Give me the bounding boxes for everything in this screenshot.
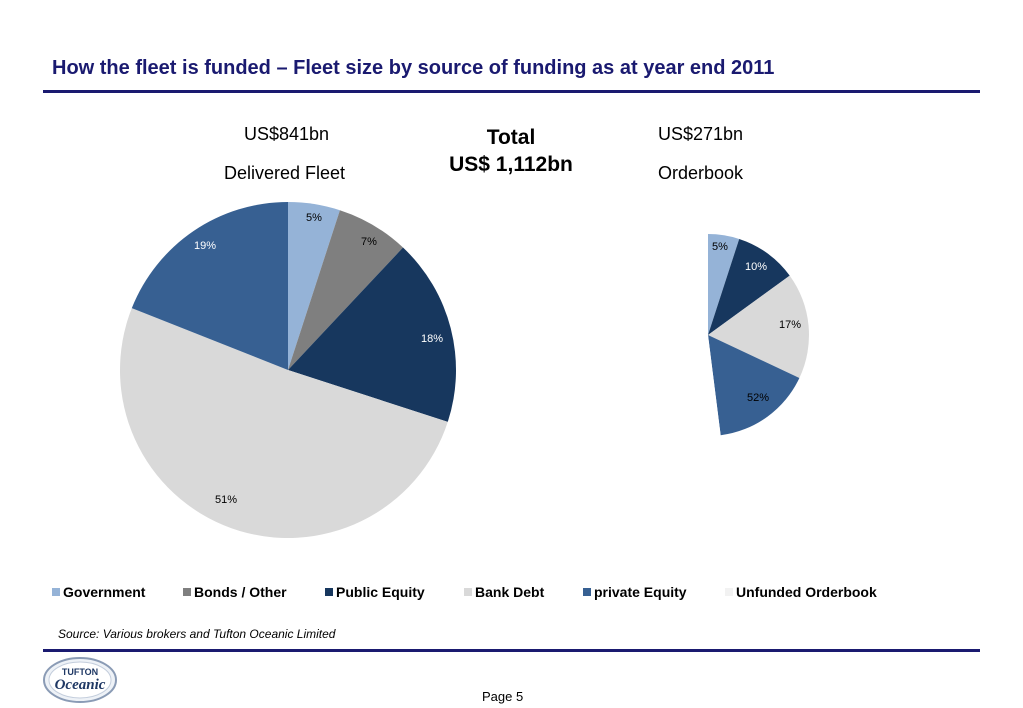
pie-slice-private-equity — [131, 202, 288, 370]
data-label: 51% — [215, 494, 237, 506]
total-label: Total — [486, 126, 536, 149]
delivered-value: US$841bn — [244, 124, 330, 144]
data-label: 19% — [194, 240, 216, 252]
pie-slice-unfunded-orderbook — [606, 234, 721, 437]
data-label: 16% — [618, 340, 640, 352]
source-note: Source: Various brokers and Tufton Ocean… — [58, 627, 336, 641]
pie-slice-private-equity — [708, 335, 800, 436]
header-divider — [43, 90, 980, 93]
chart-legend: Government Bonds / Other Public Equity B… — [52, 584, 932, 602]
total-heading: Total US$ 1,112bn — [431, 124, 591, 178]
pie-charts: 5% 7% 18% 51% 19% 5% 10% 17% 16% 52% — [120, 202, 809, 538]
legend-item-government: Government — [52, 584, 145, 600]
legend-swatch — [583, 588, 591, 596]
legend-item-bonds-other: Bonds / Other — [183, 584, 287, 600]
data-label: 18% — [421, 333, 443, 345]
legend-label: Unfunded Orderbook — [736, 584, 877, 600]
orderbook-label: Orderbook — [658, 163, 744, 183]
pie-slice-bank-debt — [120, 308, 448, 538]
legend-swatch — [325, 588, 333, 596]
legend-item-public-equity: Public Equity — [325, 584, 425, 600]
data-label: 52% — [747, 392, 769, 404]
legend-item-private-equity: private Equity — [583, 584, 687, 600]
total-value: US$ 1,112bn — [449, 153, 573, 176]
pie-slice-government — [288, 202, 340, 370]
data-label: 5% — [712, 241, 728, 253]
legend-item-unfunded-orderbook: Unfunded Orderbook — [725, 584, 877, 600]
tufton-oceanic-logo: TUFTON Oceanic — [43, 657, 117, 703]
pie-slice-public-equity — [708, 238, 790, 335]
legend-swatch — [725, 588, 733, 596]
legend-swatch — [183, 588, 191, 596]
legend-label: private Equity — [594, 584, 687, 600]
pie-slice-government — [708, 234, 740, 335]
logo-line1: TUFTON — [62, 667, 98, 677]
data-label: 17% — [779, 319, 801, 331]
orderbook-value: US$271bn — [658, 124, 744, 144]
legend-swatch — [464, 588, 472, 596]
footer-divider — [43, 649, 980, 652]
page-title: How the fleet is funded – Fleet size by … — [52, 57, 775, 79]
logo-line2: Oceanic — [55, 677, 106, 693]
data-label: 7% — [361, 236, 377, 248]
legend-label: Bank Debt — [475, 584, 545, 600]
pie-slice-public-equity — [288, 247, 457, 422]
legend-label: Bonds / Other — [194, 584, 287, 600]
data-label: 5% — [306, 212, 322, 224]
delivered-label: Delivered Fleet — [224, 163, 346, 183]
page-number: Page 5 — [482, 689, 524, 704]
legend-label: Government — [63, 584, 146, 600]
pie-slice-bank-debt — [708, 275, 809, 379]
legend-item-bank-debt: Bank Debt — [464, 584, 544, 600]
data-label: 10% — [745, 261, 767, 273]
pie-slice-bonds-other — [288, 210, 404, 370]
legend-swatch — [52, 588, 60, 596]
legend-label: Public Equity — [336, 584, 425, 600]
